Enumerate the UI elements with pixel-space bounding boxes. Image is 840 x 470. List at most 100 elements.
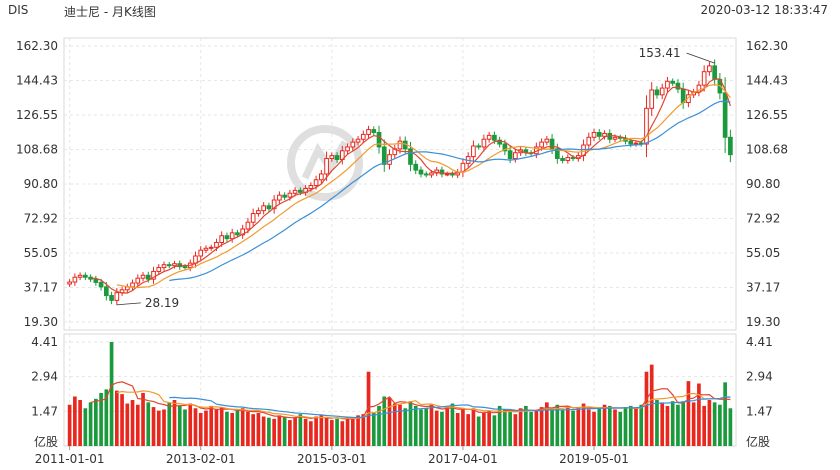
candle-down bbox=[103, 286, 109, 297]
volume-bar bbox=[413, 405, 418, 446]
volume-tick-label-right: 4.41 bbox=[746, 335, 773, 349]
volume-bar bbox=[398, 404, 402, 446]
price-tick-label-right: 126.55 bbox=[746, 108, 788, 122]
candle-up bbox=[602, 132, 607, 137]
candle-down bbox=[266, 205, 272, 210]
price-tick-label-right: 55.05 bbox=[746, 246, 780, 260]
candle-up bbox=[287, 192, 293, 198]
x-tick-label: 2015-03-01 bbox=[297, 452, 367, 466]
x-tick-label: 2013-02-01 bbox=[166, 452, 236, 466]
ma10-line bbox=[116, 83, 731, 289]
price-tick-label-left: 126.55 bbox=[16, 108, 58, 122]
volume-bar bbox=[618, 411, 623, 446]
watermark-circle bbox=[287, 125, 363, 201]
candle-down bbox=[334, 155, 340, 160]
volume-bar bbox=[356, 415, 360, 446]
volume-bar bbox=[544, 402, 549, 446]
volume-bar bbox=[529, 411, 533, 446]
candle-down bbox=[381, 146, 387, 165]
candle-down bbox=[439, 169, 445, 175]
candle-up bbox=[471, 145, 476, 158]
price-tick-label-right: 90.80 bbox=[746, 177, 780, 191]
candle-up bbox=[208, 246, 214, 249]
volume-bar bbox=[371, 412, 376, 446]
volume-bar bbox=[676, 404, 680, 446]
volume-bar bbox=[492, 415, 497, 446]
volume-bar bbox=[550, 408, 554, 446]
candle-up bbox=[229, 232, 235, 240]
candle-up bbox=[544, 138, 550, 143]
volume-bar bbox=[392, 403, 397, 446]
volume-bar bbox=[256, 412, 261, 446]
volume-tick-label-left: 2.94 bbox=[31, 370, 58, 384]
volume-bar bbox=[560, 409, 565, 446]
volume-bar bbox=[691, 402, 696, 446]
timestamp: 2020-03-12 18:33:47 bbox=[700, 3, 828, 17]
candle-up bbox=[67, 281, 72, 285]
volume-bar bbox=[277, 415, 282, 446]
volume-bar bbox=[251, 414, 256, 446]
candle-up bbox=[271, 199, 277, 210]
candle-up bbox=[130, 282, 135, 288]
candle-up bbox=[513, 152, 518, 160]
candle-up bbox=[665, 80, 670, 89]
candle-down bbox=[224, 235, 230, 240]
candle-up bbox=[350, 141, 356, 148]
candle-up bbox=[387, 154, 392, 165]
candle-up bbox=[77, 274, 83, 278]
volume-bar bbox=[607, 405, 612, 446]
volume-bar bbox=[177, 405, 182, 446]
candle-down bbox=[549, 138, 555, 150]
candle-up bbox=[366, 129, 371, 135]
candle-down bbox=[418, 169, 424, 175]
volume-bar bbox=[293, 417, 297, 446]
candle-down bbox=[502, 143, 508, 152]
volume-bar bbox=[403, 408, 408, 446]
volume-bar bbox=[440, 411, 444, 446]
candle-down bbox=[423, 173, 429, 176]
volume-bar bbox=[482, 412, 486, 446]
volume-bar bbox=[639, 404, 644, 446]
candle-down bbox=[413, 163, 419, 171]
volume-bar bbox=[445, 407, 450, 446]
candle-up bbox=[151, 270, 156, 280]
volume-bar bbox=[130, 400, 135, 446]
candle-up bbox=[156, 267, 162, 272]
volume-bar bbox=[240, 408, 245, 446]
candle-down bbox=[476, 145, 481, 148]
volume-bar bbox=[198, 412, 203, 446]
candle-up bbox=[114, 292, 120, 301]
volume-bar bbox=[613, 409, 617, 446]
volume-bar bbox=[335, 418, 339, 446]
volume-bar bbox=[135, 404, 140, 446]
candle-down bbox=[282, 194, 287, 198]
volume-tick-label-right: 2.94 bbox=[746, 370, 773, 384]
volume-bar bbox=[162, 409, 166, 446]
candle-down bbox=[109, 295, 114, 301]
candle-down bbox=[654, 89, 660, 96]
volume-bar bbox=[387, 397, 392, 446]
candle-up bbox=[444, 173, 450, 176]
candle-down bbox=[675, 82, 681, 90]
candle-up bbox=[329, 155, 335, 160]
candle-down bbox=[492, 134, 497, 141]
volume-bar bbox=[319, 415, 324, 446]
price-tick-label-left: 37.17 bbox=[24, 281, 58, 295]
ma5-line bbox=[90, 78, 731, 294]
volume-bar bbox=[104, 389, 109, 446]
volume-bar bbox=[728, 408, 733, 446]
ma20-line bbox=[169, 100, 731, 282]
candle-down bbox=[98, 281, 104, 288]
candle-down bbox=[408, 148, 413, 165]
volume-bar bbox=[670, 401, 675, 446]
volume-bar bbox=[702, 405, 706, 446]
volume-bar bbox=[172, 400, 177, 446]
candle-down bbox=[628, 140, 634, 145]
candle-up bbox=[360, 133, 366, 140]
candle-down bbox=[554, 148, 560, 160]
volume-ma20-line bbox=[169, 396, 731, 419]
candle-up bbox=[345, 146, 350, 152]
volume-bar bbox=[361, 414, 366, 446]
volume-bar bbox=[476, 416, 481, 446]
price-tick-label-right: 144.43 bbox=[746, 73, 788, 87]
